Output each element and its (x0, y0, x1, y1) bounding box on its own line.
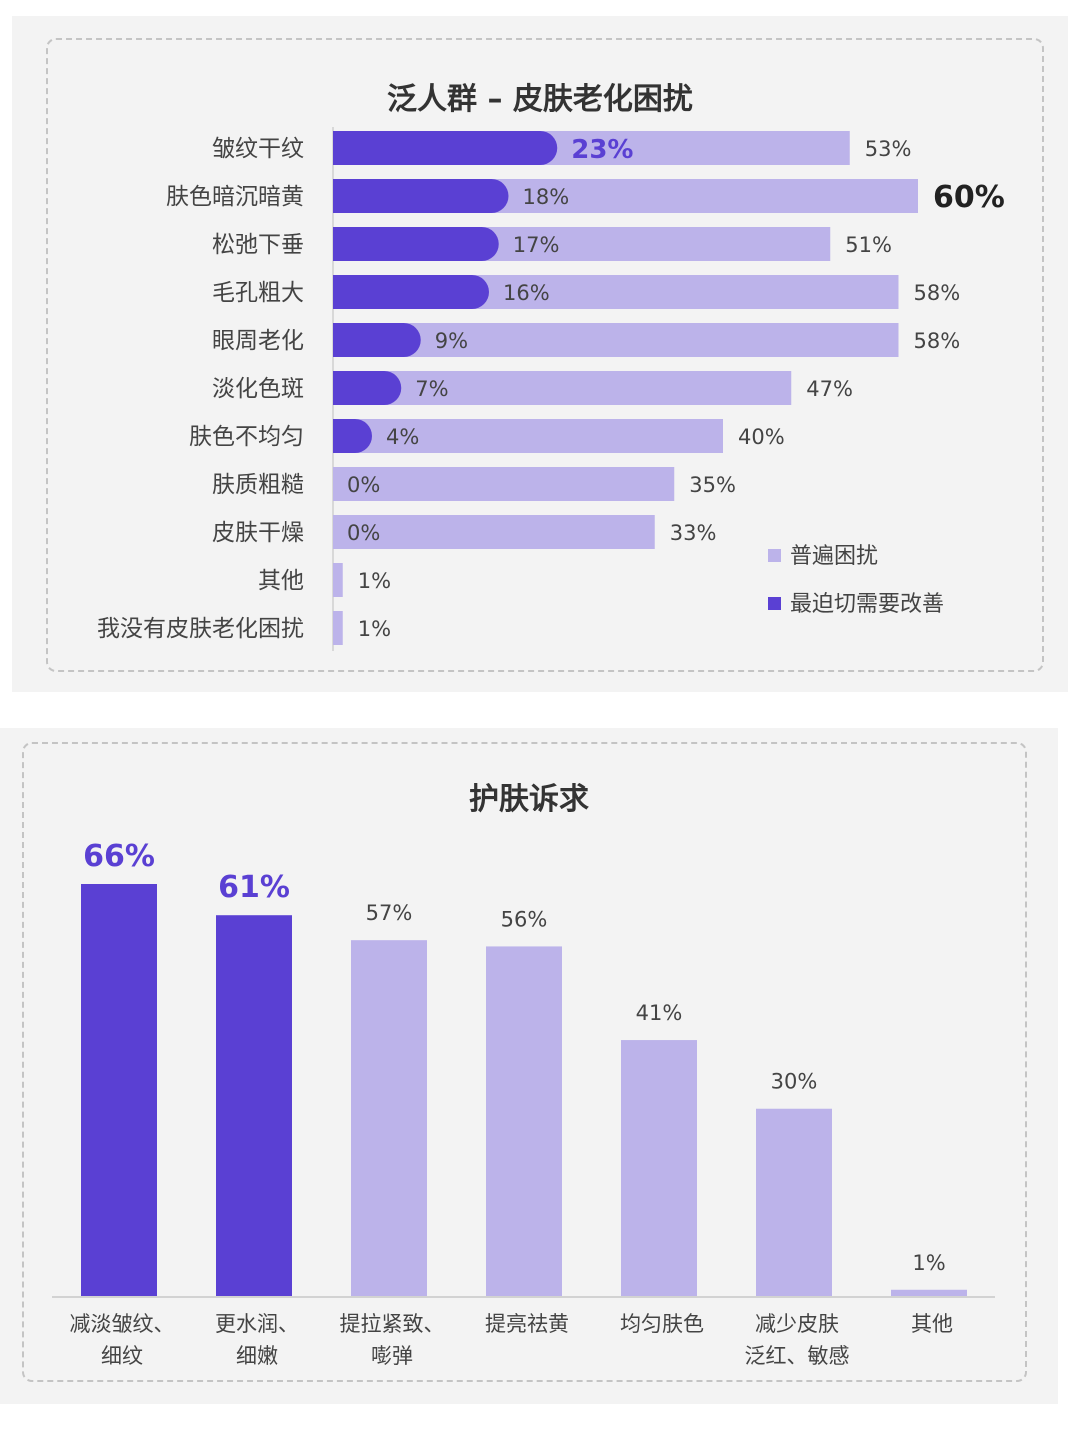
legend-general-swatch (768, 548, 781, 562)
urgent-value-label: 0% (347, 473, 380, 497)
urgent-bar (333, 179, 509, 213)
needs-category-label: 减淡皱纹、 (70, 1312, 175, 1336)
needs-value-label: 57% (366, 901, 413, 925)
general-value-label: 51% (845, 233, 892, 257)
aging-concerns-panel: 泛人群 – 皮肤老化困扰 皱纹干纹 53% 23% 肤色暗沉暗黄 60% 18% 松弛下垂 5… (12, 16, 1068, 692)
needs-category-label: 其他 (911, 1312, 953, 1336)
general-bar (333, 419, 723, 453)
needs-bar (216, 915, 292, 1296)
needs-bar (891, 1289, 967, 1296)
urgent-bar (333, 371, 402, 405)
needs-value-label: 56% (501, 907, 548, 931)
needs-category-label: 细纹 (101, 1344, 143, 1368)
urgent-bar (333, 323, 421, 357)
legend-general: 普遍困扰 (768, 538, 878, 570)
urgent-value-label: 17% (513, 233, 560, 257)
aging-category-label: 松弛下垂 (212, 232, 304, 258)
urgent-bar (333, 275, 489, 309)
needs-value-label: 1% (912, 1251, 945, 1275)
urgent-bar (333, 419, 372, 453)
general-value-label: 53% (865, 137, 912, 161)
general-bar (333, 323, 899, 357)
aging-category-label: 其他 (258, 568, 304, 594)
urgent-value-label: 16% (503, 281, 550, 305)
urgent-bar (333, 131, 558, 165)
aging-category-label: 肤色不均匀 (189, 424, 304, 450)
legend-general-label: 普遍困扰 (790, 544, 879, 569)
needs-category-label: 泛红、敏感 (745, 1344, 850, 1368)
general-value-label: 60% (933, 180, 1005, 215)
general-bar (333, 371, 792, 405)
needs-bar (756, 1108, 832, 1296)
needs-category-label: 提拉紧致、 (340, 1312, 445, 1336)
needs-bar (486, 946, 562, 1296)
needs-bar (621, 1040, 697, 1296)
general-bar (333, 611, 343, 645)
general-bar (333, 467, 675, 501)
urgent-bar (333, 227, 499, 261)
general-value-label: 47% (806, 377, 853, 401)
urgent-value-label: 0% (347, 521, 380, 545)
general-value-label: 33% (670, 521, 717, 545)
aging-category-label: 眼周老化 (212, 328, 304, 354)
aging-category-label: 我没有皮肤老化困扰 (97, 616, 304, 642)
general-value-label: 1% (358, 617, 391, 641)
needs-category-label: 更水润、 (215, 1312, 299, 1336)
aging-category-label: 淡化色斑 (212, 376, 304, 402)
general-value-label: 35% (689, 473, 736, 497)
needs-value-label: 66% (83, 839, 155, 874)
needs-bar (351, 940, 427, 1296)
legend-urgent-swatch (768, 596, 781, 610)
aging-concerns-frame (46, 38, 1044, 672)
skincare-needs-chart: 66% 减淡皱纹、细纹 61% 更水润、细嫩 57% 提拉紧致、嘭弹 56% 提亮祛黄 41% 均… (52, 839, 995, 1368)
needs-value-label: 30% (771, 1070, 818, 1094)
urgent-value-label: 4% (386, 425, 419, 449)
legend-urgent: 最迫切需要改善 (768, 586, 944, 618)
aging-category-label: 皱纹干纹 (212, 136, 304, 162)
skincare-needs-frame (22, 742, 1027, 1382)
needs-value-label: 61% (218, 870, 290, 905)
needs-category-label: 嘭弹 (371, 1344, 413, 1368)
aging-category-label: 肤色暗沉暗黄 (166, 184, 304, 210)
general-value-label: 58% (914, 329, 961, 353)
general-bar (333, 563, 343, 597)
general-value-label: 1% (358, 569, 391, 593)
aging-category-label: 肤质粗糙 (212, 472, 304, 498)
needs-bar (81, 884, 157, 1296)
aging-concerns-chart: 皱纹干纹 53% 23% 肤色暗沉暗黄 60% 18% 松弛下垂 51% 17% 毛孔粗大 58% 1… (97, 127, 1005, 651)
needs-category-label: 减少皮肤 (755, 1312, 839, 1336)
skincare-needs-panel: 护肤诉求 66% 减淡皱纹、细纹 61% 更水润、细嫩 57% 提拉紧致、嘭弹 56% 提亮祛… (0, 728, 1058, 1404)
urgent-value-label: 18% (523, 185, 570, 209)
needs-category-label: 细嫩 (236, 1344, 278, 1368)
aging-category-label: 毛孔粗大 (212, 280, 304, 306)
general-bar (333, 515, 655, 549)
aging-chart-title: 泛人群 – 皮肤老化困扰 (387, 82, 693, 117)
aging-category-label: 皮肤干燥 (212, 520, 304, 546)
general-value-label: 58% (914, 281, 961, 305)
needs-value-label: 41% (636, 1001, 683, 1025)
needs-chart-title: 护肤诉求 (469, 782, 589, 817)
urgent-value-label: 9% (435, 329, 468, 353)
urgent-value-label: 7% (415, 377, 448, 401)
general-value-label: 40% (738, 425, 785, 449)
needs-category-label: 均匀肤色 (620, 1312, 704, 1336)
urgent-value-label: 23% (571, 135, 633, 165)
legend-urgent-label: 最迫切需要改善 (790, 592, 945, 617)
needs-category-label: 提亮祛黄 (485, 1312, 569, 1336)
